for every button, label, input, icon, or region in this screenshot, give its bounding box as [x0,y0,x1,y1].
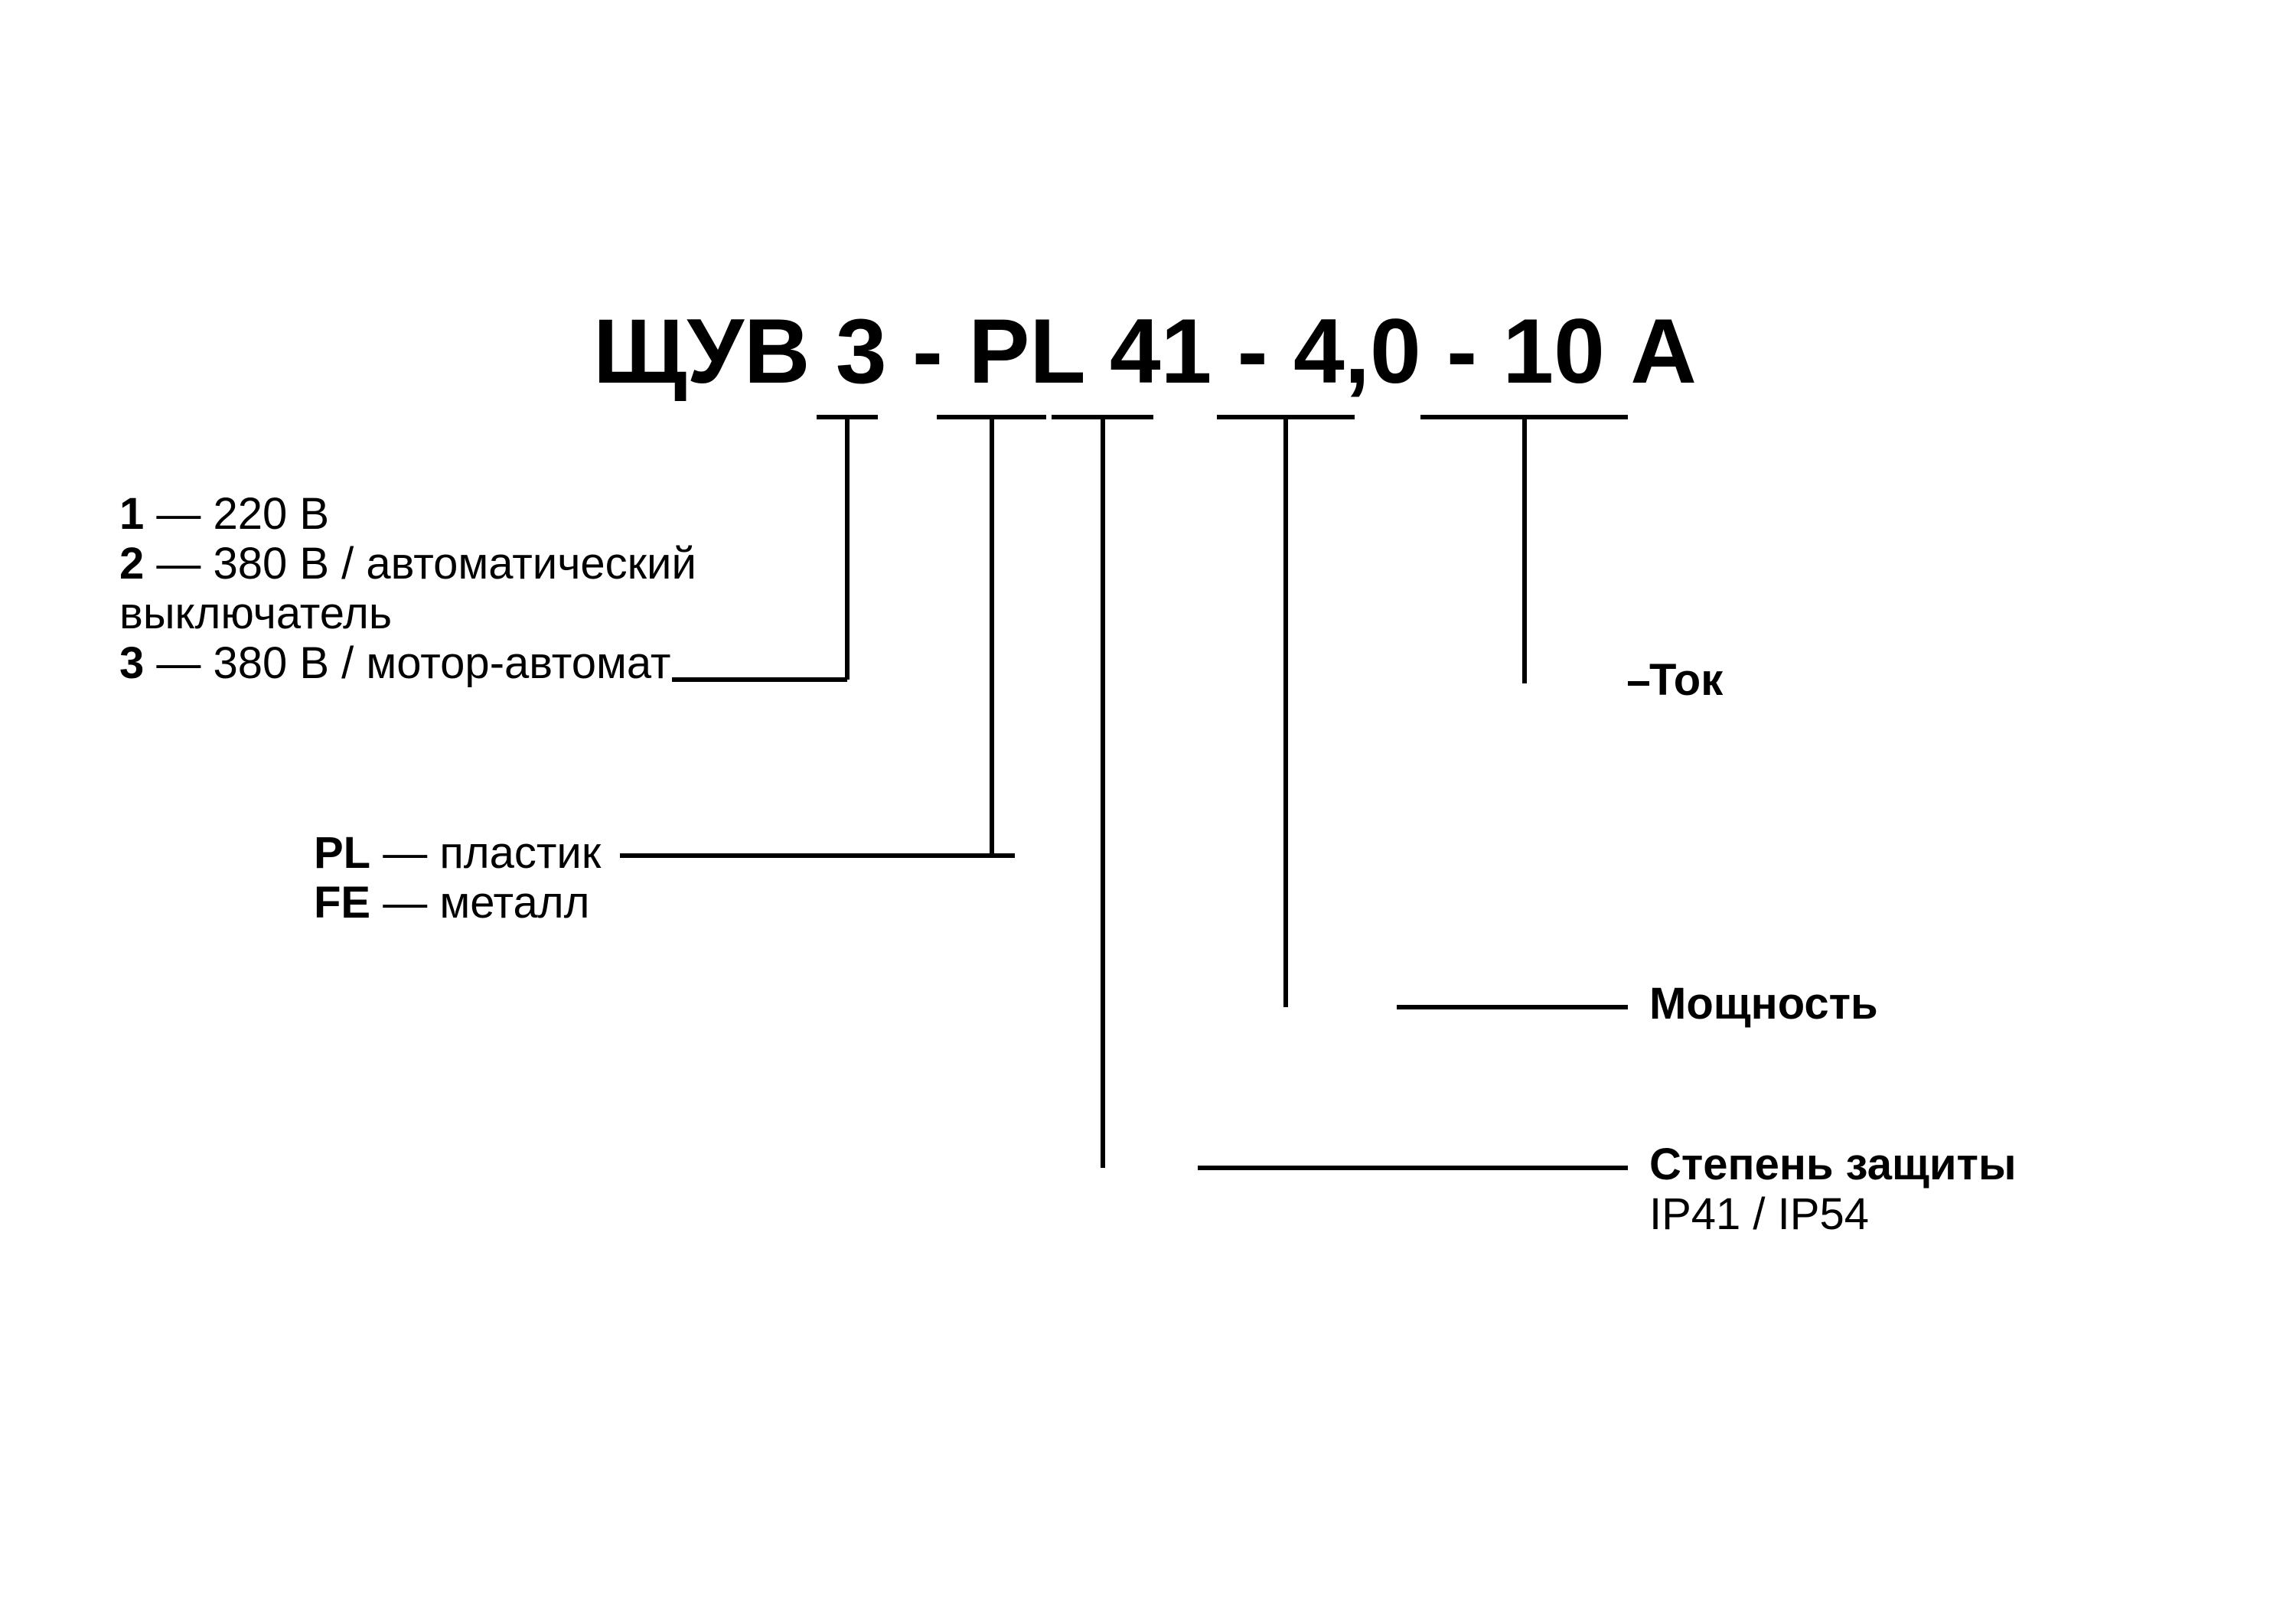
callout-lines [0,0,2296,1624]
